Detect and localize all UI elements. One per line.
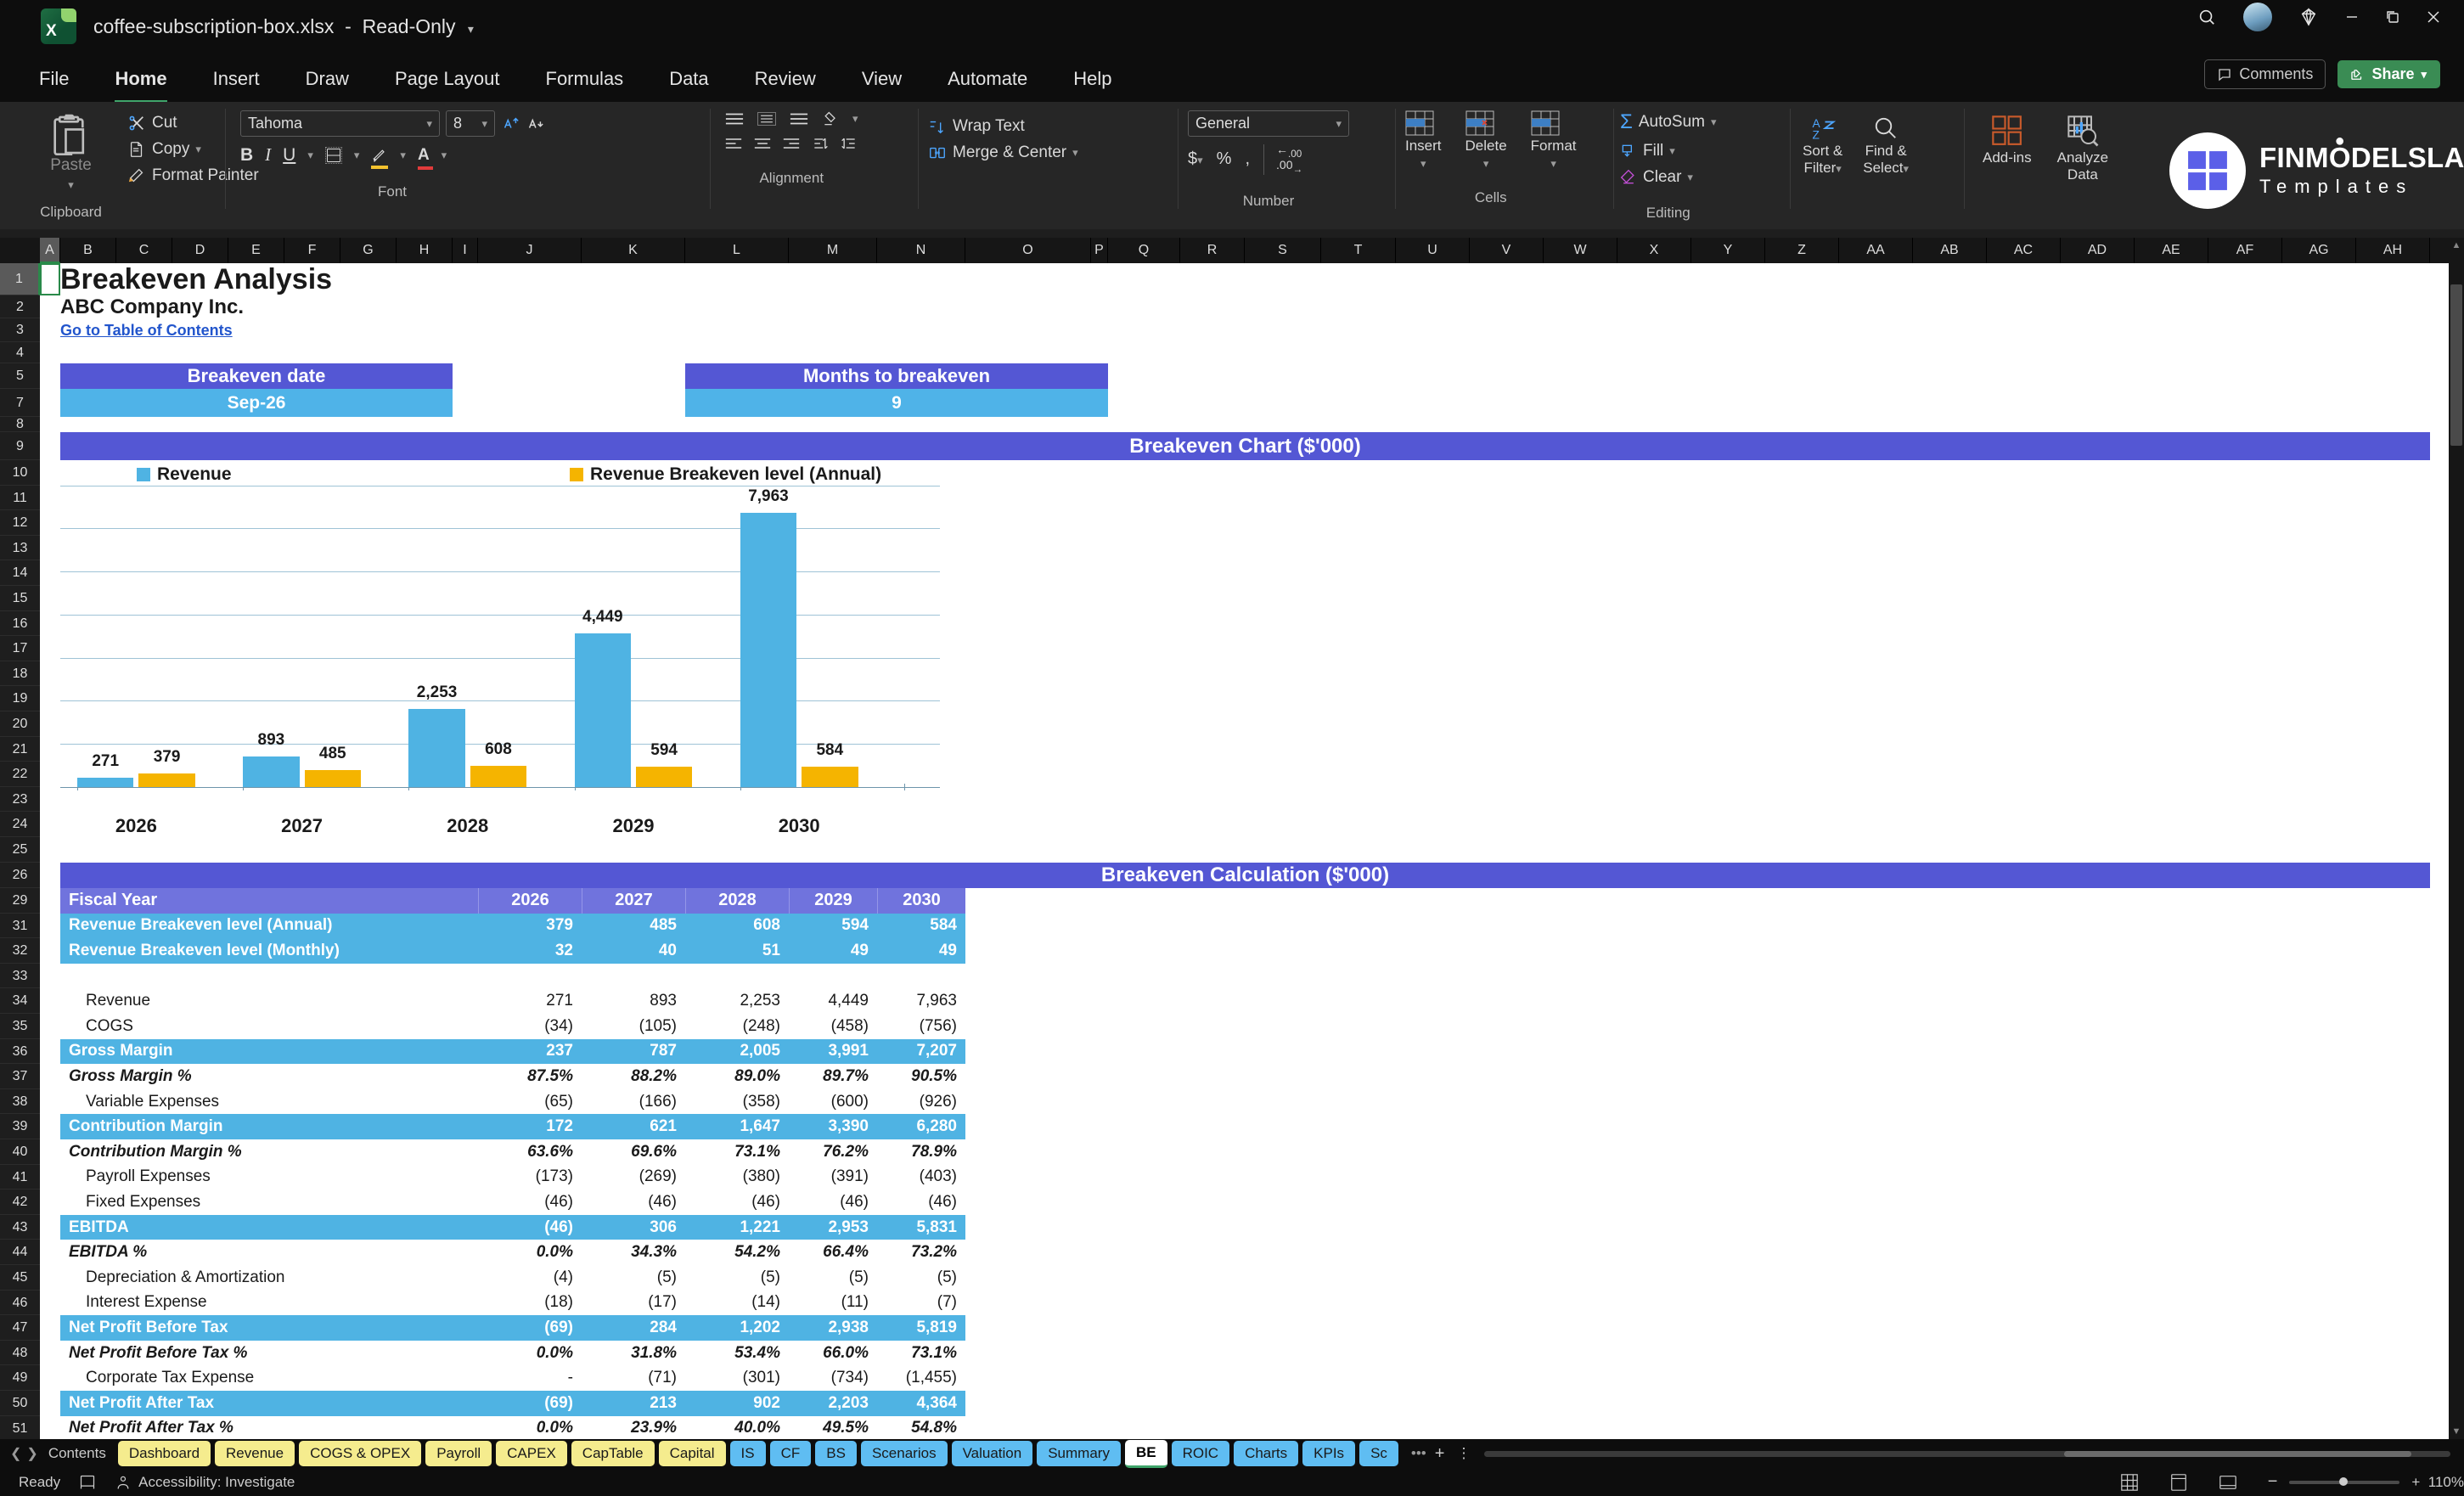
svg-text:Z: Z [1812,129,1819,142]
